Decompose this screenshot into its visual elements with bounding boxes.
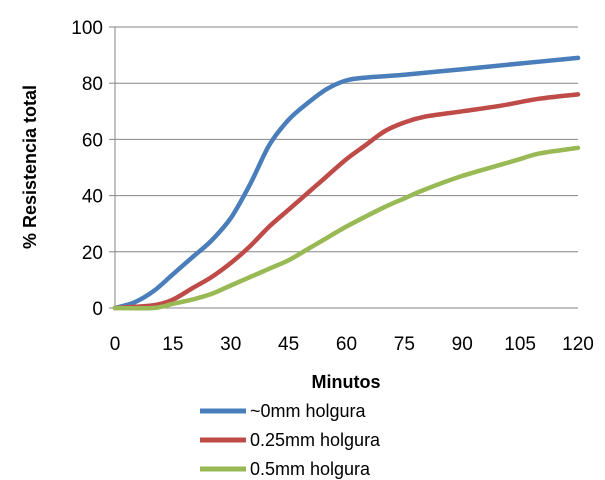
legend-label-2: 0.5mm holgura (250, 459, 371, 479)
legend-label-1: 0.25mm holgura (250, 430, 381, 450)
x-axis-title: Minutos (312, 372, 381, 392)
x-tick-label: 60 (336, 334, 357, 355)
x-tick-label: 90 (452, 334, 473, 355)
legend: ~0mm holgura 0.25mm holgura 0.5mm holgura (200, 401, 381, 479)
y-tick-label: 40 (82, 187, 103, 208)
x-tick-label: 105 (504, 334, 536, 355)
x-tick-label: 120 (562, 334, 594, 355)
y-tick-label: 0 (92, 299, 103, 320)
y-tick-label: 60 (82, 130, 103, 151)
series-line-2 (112, 145, 581, 311)
series-line-0 (112, 55, 581, 311)
x-tick-label: 15 (162, 334, 183, 355)
x-tick-label: 45 (278, 334, 299, 355)
x-tick-label: 0 (110, 334, 121, 355)
y-tick-labels: 0 20 40 60 80 100 (71, 18, 103, 320)
x-tick-label: 75 (394, 334, 415, 355)
x-tick-label: 30 (220, 334, 241, 355)
y-tick-label: 100 (71, 18, 103, 39)
legend-label-0: ~0mm holgura (250, 401, 367, 421)
series-line-1 (112, 92, 581, 311)
gridlines (109, 26, 578, 309)
x-tick-labels: 0 15 30 45 60 75 90 105 120 (110, 334, 594, 355)
y-axis-title: % Resistencia total (20, 85, 40, 249)
y-tick-label: 20 (82, 243, 103, 264)
y-tick-label: 80 (82, 74, 103, 95)
series-lines (112, 55, 581, 311)
